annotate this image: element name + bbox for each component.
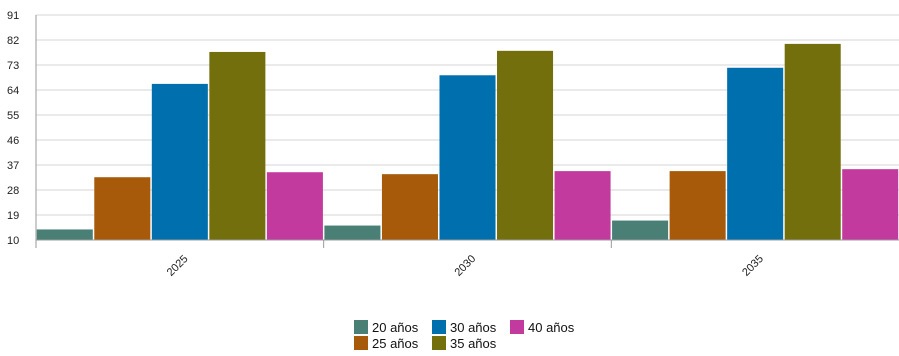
y-tick-label: 46: [7, 135, 19, 147]
legend-swatch: [354, 320, 368, 334]
y-tick-label: 73: [7, 60, 19, 72]
y-tick-label: 91: [7, 10, 19, 22]
y-tick-label: 55: [7, 110, 19, 122]
legend-label: 25 años: [372, 336, 419, 351]
bar-25-años-2025[interactable]: [94, 177, 151, 240]
x-tick-label: 2035: [740, 253, 766, 279]
x-tick-label: 2025: [165, 253, 191, 279]
bar-20-años-2025[interactable]: [36, 229, 93, 240]
bar-30-años-2025[interactable]: [151, 83, 208, 240]
bar-20-años-2030[interactable]: [324, 225, 381, 240]
bar-25-años-2030[interactable]: [381, 174, 438, 240]
bar-30-años-2035[interactable]: [727, 67, 784, 241]
legend-label: 30 años: [450, 320, 497, 335]
y-tick-label: 19: [7, 210, 19, 222]
y-tick-label: 28: [7, 185, 19, 197]
bar-35-años-2035[interactable]: [784, 43, 841, 241]
bar-40-años-2035[interactable]: [842, 169, 899, 240]
bar-20-años-2035[interactable]: [612, 220, 669, 240]
bar-25-años-2035[interactable]: [669, 171, 726, 240]
legend-item-30-años[interactable]: 30 años: [432, 320, 497, 335]
legend-item-40-años[interactable]: 40 años: [510, 320, 575, 335]
legend-swatch: [354, 336, 368, 350]
bar-40-años-2025[interactable]: [266, 172, 323, 240]
legend-item-25-años[interactable]: 25 años: [354, 336, 419, 351]
legend-swatch: [432, 320, 446, 334]
legend[interactable]: 20 años 30 años 40 años 25 años 35 años: [354, 320, 575, 351]
bar-40-años-2030[interactable]: [554, 171, 611, 240]
y-tick-label: 64: [7, 85, 19, 97]
y-tick-label: 82: [7, 35, 19, 47]
legend-item-35-años[interactable]: 35 años: [432, 336, 497, 351]
y-tick-label: 10: [7, 235, 19, 247]
legend-swatch: [432, 336, 446, 350]
legend-item-20-años[interactable]: 20 años: [354, 320, 419, 335]
bars: [36, 43, 899, 241]
bar-35-años-2025[interactable]: [209, 51, 266, 240]
bar-35-años-2030[interactable]: [497, 50, 554, 241]
legend-label: 20 años: [372, 320, 419, 335]
legend-swatch: [510, 320, 524, 334]
x-tick-label: 2030: [452, 253, 478, 279]
bar-30-años-2030[interactable]: [439, 75, 496, 241]
y-tick-label: 37: [7, 160, 19, 172]
legend-label: 40 años: [528, 320, 575, 335]
legend-label: 35 años: [450, 336, 497, 351]
